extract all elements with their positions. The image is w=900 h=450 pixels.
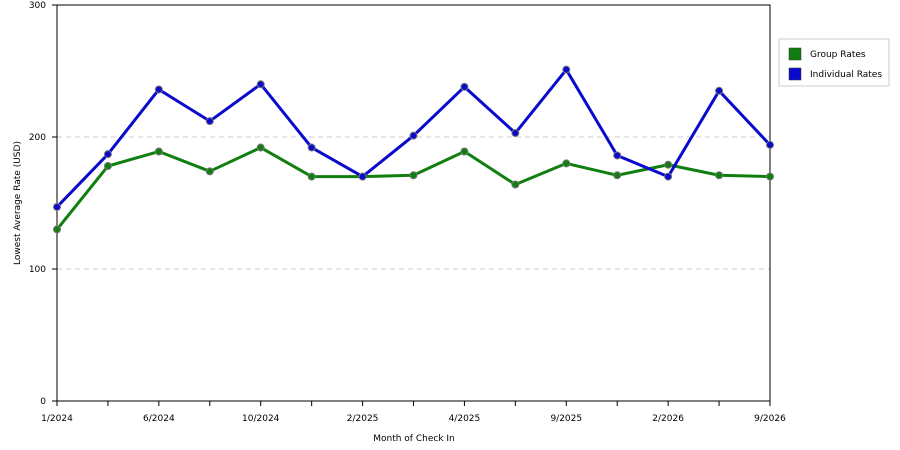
data-point [154, 85, 163, 94]
line-series [55, 146, 771, 231]
x-tick-label: 4/2025 [449, 414, 481, 424]
data-point [205, 167, 214, 176]
data-point [307, 172, 316, 181]
data-point [766, 140, 774, 149]
x-tick-label: 10/2024 [242, 414, 280, 424]
legend-swatch [788, 67, 802, 81]
data-point [256, 80, 265, 89]
data-point [307, 143, 316, 152]
data-point [715, 171, 724, 180]
data-point [256, 143, 265, 152]
data-point [511, 129, 520, 138]
x-tick-label: 2/2025 [347, 414, 379, 424]
x-tick-label: 6/2024 [143, 414, 175, 424]
y-tick-label: 200 [29, 133, 46, 143]
data-point [53, 225, 61, 234]
y-tick-label: 0 [40, 397, 46, 407]
data-point [358, 172, 367, 181]
legend-swatch [788, 47, 802, 61]
data-point [562, 65, 571, 74]
data-point [205, 117, 214, 126]
data-point [613, 151, 622, 160]
x-tick-label: 9/2025 [550, 414, 582, 424]
x-tick-label: 2/2026 [652, 414, 684, 424]
data-point [715, 86, 724, 95]
y-axis-label: Lowest Average Rate (USD) [13, 141, 23, 265]
legend-label: Group Rates [810, 50, 866, 60]
x-axis-label: Month of Check In [373, 434, 455, 444]
data-point [562, 159, 571, 168]
x-tick-label: 9/2026 [754, 414, 786, 424]
data-point [613, 171, 622, 180]
plot-frame [56, 4, 771, 402]
data-point [664, 160, 673, 169]
data-point [103, 150, 112, 159]
data-point [460, 147, 469, 156]
data-point [766, 172, 774, 181]
data-point [53, 202, 61, 211]
legend-label: Individual Rates [810, 70, 882, 80]
y-tick-label: 100 [29, 265, 46, 275]
data-point [409, 131, 418, 140]
y-tick-label: 300 [29, 1, 46, 11]
data-point [664, 172, 673, 181]
data-point [460, 82, 469, 91]
data-point [511, 180, 520, 189]
data-point [409, 171, 418, 180]
data-point [103, 162, 112, 171]
data-point [154, 147, 163, 156]
x-tick-label: 1/2024 [41, 414, 73, 424]
